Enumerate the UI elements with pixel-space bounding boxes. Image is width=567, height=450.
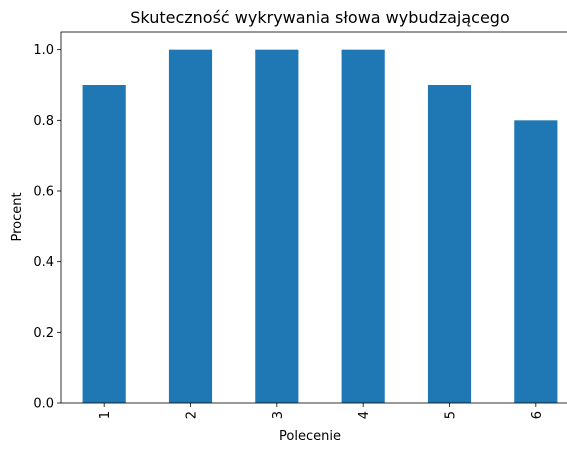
y-tick-label: 1.0 xyxy=(33,43,54,58)
bars-group xyxy=(82,49,558,404)
y-tick-label: 0.4 xyxy=(33,255,54,270)
y-axis-label: Procent xyxy=(10,192,25,241)
bar-3 xyxy=(255,49,299,404)
y-tick-label: 0.0 xyxy=(33,397,54,412)
x-tick-label: 1 xyxy=(98,411,113,419)
x-axis-label: Polecenie xyxy=(279,429,341,444)
plot-frame xyxy=(60,31,567,404)
x-axis: 1 2 3 4 5 6 xyxy=(98,403,545,419)
y-axis: 0.0 0.2 0.4 0.6 0.8 1.0 xyxy=(33,43,61,412)
bar-4 xyxy=(341,49,385,404)
bar-1 xyxy=(82,85,126,403)
y-tick-label: 0.8 xyxy=(33,114,54,129)
chart-title: Skuteczność wykrywania słowa wybudzające… xyxy=(130,8,509,27)
y-tick-label: 0.6 xyxy=(33,185,54,200)
y-tick-label: 0.2 xyxy=(33,326,54,341)
x-tick-label: 3 xyxy=(271,411,286,419)
x-tick-label: 2 xyxy=(185,411,200,419)
bar-5 xyxy=(427,85,472,403)
x-tick-label: 4 xyxy=(357,411,372,419)
bar-2 xyxy=(168,49,213,404)
bar-6 xyxy=(514,120,558,403)
x-tick-label: 5 xyxy=(444,411,459,419)
x-tick-label: 6 xyxy=(530,411,545,419)
